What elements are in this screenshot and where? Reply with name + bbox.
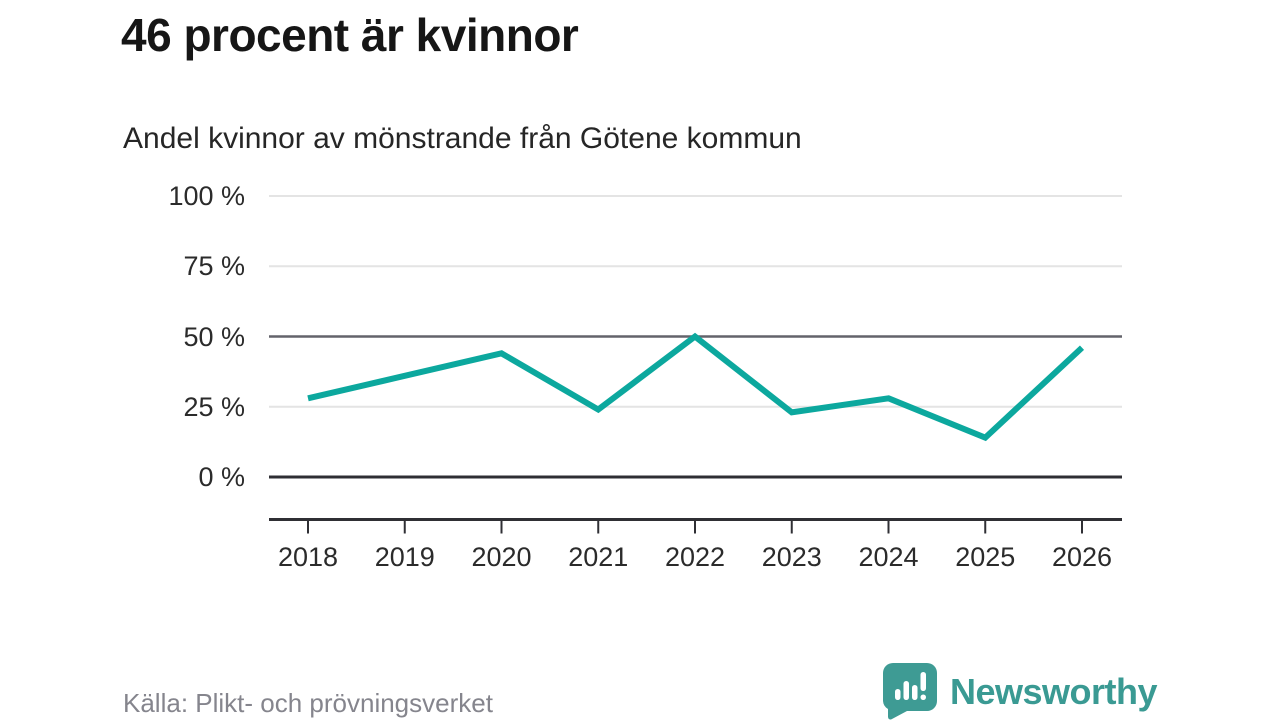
page-title: 46 procent är kvinnor [121, 9, 579, 61]
x-axis-tick-label: 2020 [471, 542, 532, 572]
x-axis-tick-label: 2026 [1051, 542, 1113, 572]
x-axis-tick-label: 2023 [761, 542, 822, 572]
newsworthy-logo: Newsworthy [882, 663, 1158, 720]
x-axis-tick-label: 2024 [858, 542, 919, 572]
newsworthy-logo-icon [882, 663, 937, 720]
y-axis-tick-label: 0 % [198, 462, 245, 492]
chart-subtitle: Andel kvinnor av mönstrande från Götene … [123, 122, 802, 155]
y-axis-tick-label: 25 % [183, 391, 245, 422]
x-axis-tick-label: 2019 [374, 542, 435, 572]
x-axis-tick-label: 2025 [955, 542, 1016, 572]
source-caption: Källa: Plikt- och prövningsverket [123, 688, 493, 718]
y-axis-tick-label: 50 % [183, 321, 245, 352]
x-axis-tick-label: 2022 [664, 542, 726, 572]
y-axis-tick-label: 100 % [168, 181, 245, 211]
newsworthy-logo-text: Newsworthy [949, 670, 1158, 712]
x-axis-tick-label: 2018 [277, 542, 339, 572]
x-axis-tick-label: 2021 [568, 542, 629, 572]
y-axis-tick-label: 75 % [183, 251, 245, 282]
data-line-series [307, 332, 1085, 442]
